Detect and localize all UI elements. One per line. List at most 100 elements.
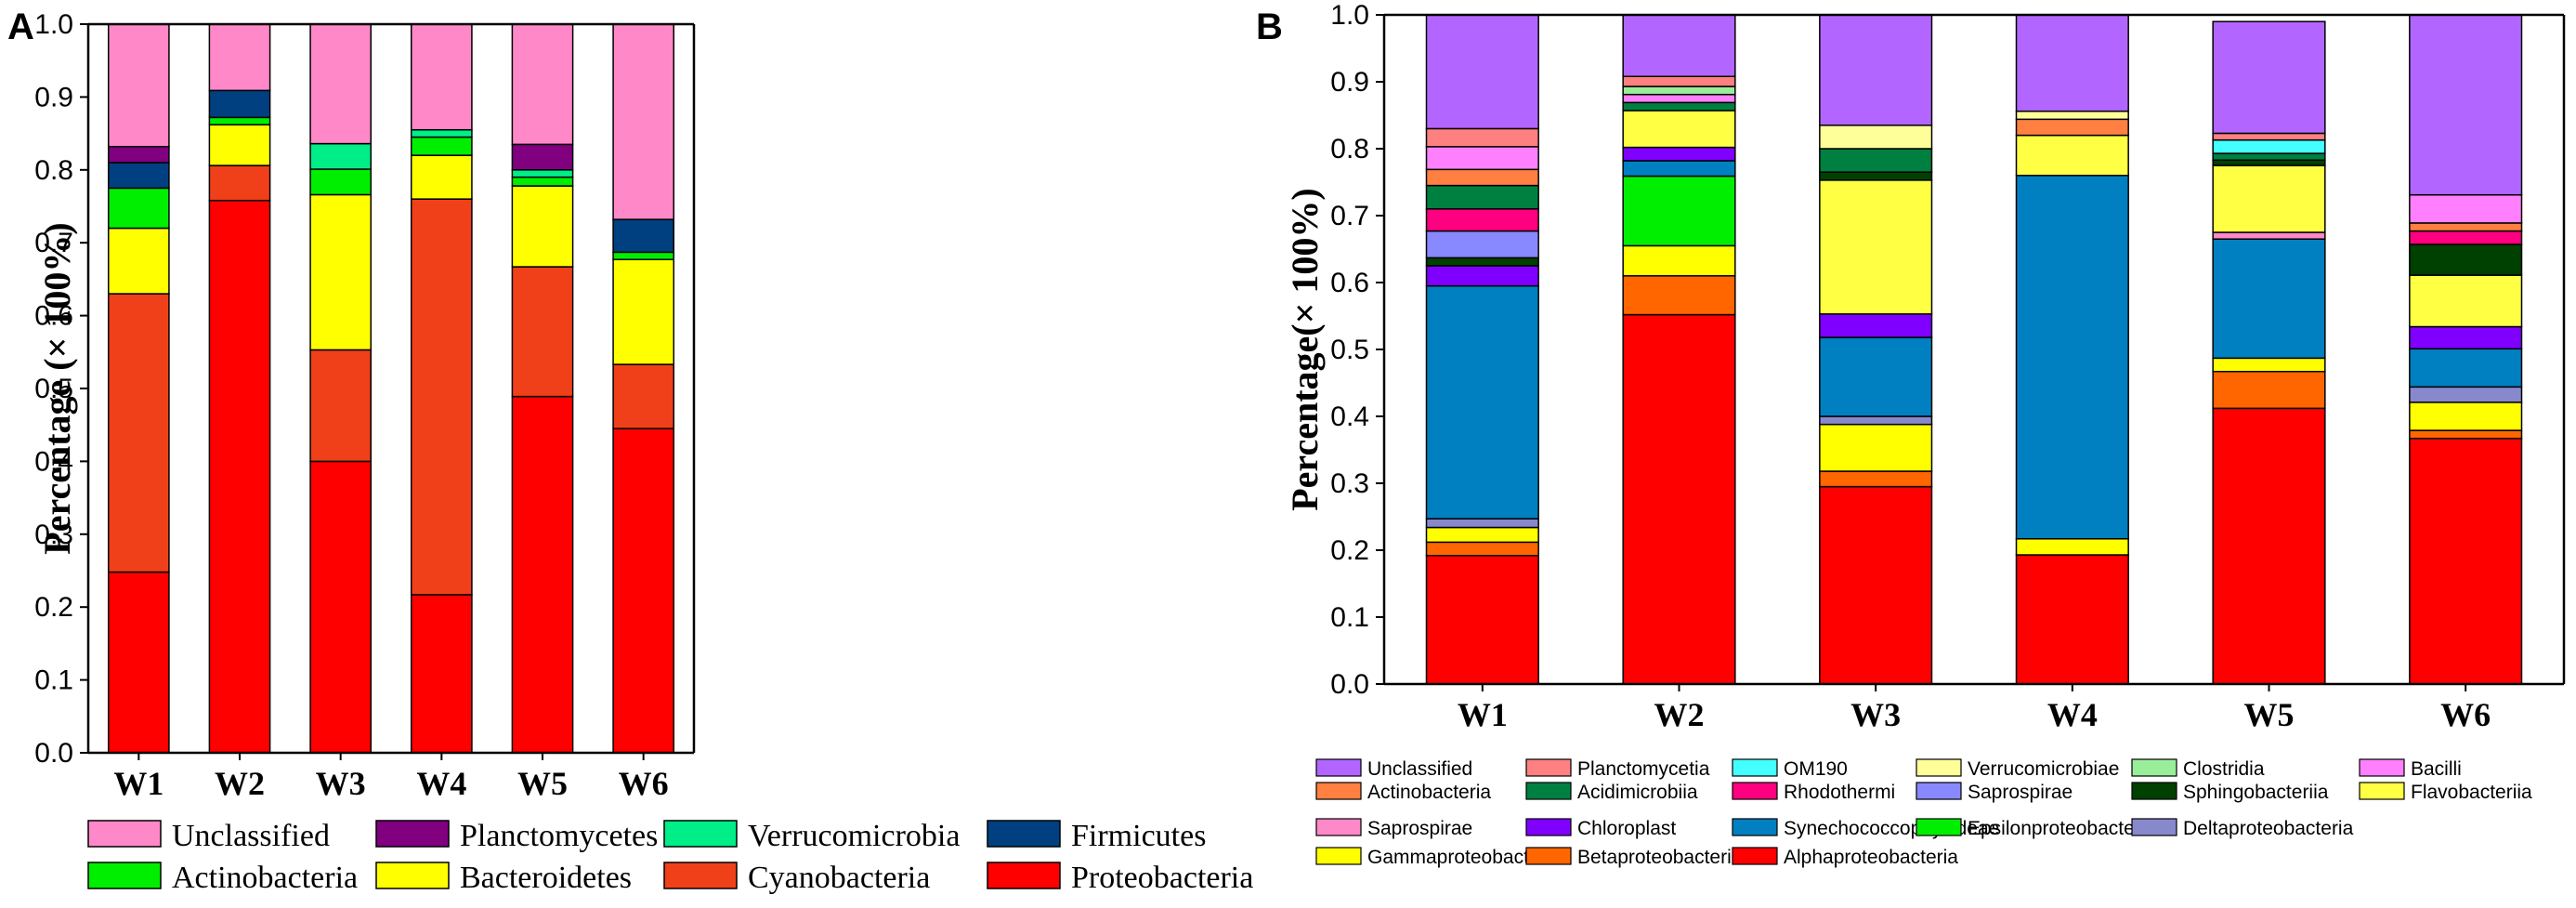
legend-b-label-gammaproteobacteria-3-0: Gammaproteobacteria xyxy=(1367,847,1562,868)
legend-b-swatch-planctomycetia-0-1 xyxy=(1525,758,1572,777)
chart-a-x-tick-w6: W6 xyxy=(619,765,669,802)
legend-b-swatch-verrucomicrobiae-0-3 xyxy=(1916,758,1962,777)
chart-a-y-tick-label: 1.0 xyxy=(34,9,73,40)
chart-b-bar-w3-unclassified-19 xyxy=(1819,14,1933,126)
chart-b-bar-w6-deltaproteobacteria-3 xyxy=(2409,386,2523,403)
chart-a-y-tick-label: 0.0 xyxy=(34,738,73,769)
chart-b-bar-w2-chloroplast-6 xyxy=(1622,146,1736,162)
chart-b-bar-w2-gammaproteobacteria-2 xyxy=(1622,244,1736,277)
chart-a-bar-w6-bacteroidetes-2 xyxy=(612,258,675,365)
chart-a-bar-w3-bacteroidetes-2 xyxy=(309,193,373,351)
chart-b-y-tick-label: 0.9 xyxy=(1330,67,1369,98)
legend-a-label-proteobacteria: Proteobacteria xyxy=(1071,861,1253,895)
legend-b-swatch-epsilonproteobacteria-2-3 xyxy=(1916,818,1962,836)
chart-a-y-tick-label: 0.5 xyxy=(34,374,73,404)
chart-b-bar-w1-deltaproteobacteria-3 xyxy=(1425,518,1539,529)
chart-b-bar-w4-alphaproteobacteria-0 xyxy=(2015,554,2129,685)
chart-b-x-tick-w1: W1 xyxy=(1458,696,1508,733)
chart-b-bar-w1-saprospirae-10 xyxy=(1425,230,1539,259)
legend-a-swatch-verrucomicrobia xyxy=(663,820,738,848)
chart-a-bar-w1-cyanobacteria-1 xyxy=(107,293,170,573)
chart-a-x-tick-w4: W4 xyxy=(416,765,466,802)
chart-b-bar-w6-gammaproteobacteria-2 xyxy=(2409,401,2523,431)
chart-b-bar-w6-unclassified-19 xyxy=(2409,14,2523,196)
chart-b-bar-w6-rhodothermi-11 xyxy=(2409,230,2523,245)
chart-b-bar-w5-om190-14 xyxy=(2212,138,2326,154)
legend-b-label-verrucomicrobiae-0-3: Verrucomicrobiae xyxy=(1968,758,2119,780)
chart-a-y-tick-label: 0.1 xyxy=(34,665,73,696)
chart-a-bar-w6-actinobacteria-3 xyxy=(612,251,675,260)
legend-a-label-bacteroidetes: Bacteroidetes xyxy=(460,861,632,895)
chart-b-y-tick-label: 0.6 xyxy=(1330,268,1369,298)
chart-b-y-tick-label: 0.2 xyxy=(1330,535,1369,566)
panel-b-label: B xyxy=(1256,7,1283,47)
chart-a-bar-w3-verrucomicrobia-5 xyxy=(309,142,373,170)
chart-b-bar-w1-acidimicrobiia-12 xyxy=(1425,184,1539,210)
legend-a-swatch-unclassified xyxy=(87,820,162,848)
chart-b-x-tick-w3: W3 xyxy=(1850,696,1901,733)
chart-b-bar-w3-betaproteobacteria-1 xyxy=(1819,470,1933,488)
chart-a-bar-w2-proteobacteria-0 xyxy=(208,199,271,754)
legend-a-label-firmicutes: Firmicutes xyxy=(1071,819,1206,853)
chart-a-bar-w2-firmicutes-4 xyxy=(208,89,271,119)
chart-b-bar-w3-flavobacteriia-8 xyxy=(1819,179,1933,315)
legend-b-label-epsilonproteobacteria-2-3: Epsilonproteobacteria xyxy=(1968,818,2156,839)
chart-b-bar-w4-flavobacteriia-8 xyxy=(2015,134,2129,177)
chart-b-bar-w5-acidimicrobiia-12 xyxy=(2212,152,2326,161)
chart-a-bar-w1-bacteroidetes-2 xyxy=(107,227,170,295)
legend-b-swatch-rhodothermi-1-2 xyxy=(1732,782,1778,800)
chart-b-bar-w1-synechococcophycideae-5 xyxy=(1425,284,1539,520)
chart-b-bar-w2-betaproteobacteria-1 xyxy=(1622,275,1736,316)
chart-a-bar-w2-bacteroidetes-2 xyxy=(208,124,271,166)
chart-a-x-tick-w2: W2 xyxy=(215,765,265,802)
legend-a-swatch-actinobacteria xyxy=(87,862,162,889)
chart-a-bar-w4-unclassified-7 xyxy=(410,23,473,131)
legend-b-label-deltaproteobacteria-2-4: Deltaproteobacteria xyxy=(2183,818,2354,839)
chart-b-bar-w5-alphaproteobacteria-0 xyxy=(2212,407,2326,685)
chart-b-bar-w6-bacilli-15 xyxy=(2409,193,2523,224)
legend-a-label-cyanobacteria: Cyanobacteria xyxy=(748,861,930,895)
chart-a-y-tick-label: 0.4 xyxy=(34,446,73,477)
chart-b-bar-w1-rhodothermi-11 xyxy=(1425,208,1539,232)
chart-b-bar-w2-alphaproteobacteria-0 xyxy=(1622,313,1736,685)
chart-b-bar-w4-actinobacteria-13 xyxy=(2015,118,2129,137)
chart-b-bar-w1-betaproteobacteria-1 xyxy=(1425,541,1539,557)
legend-b-swatch-chloroplast-2-1 xyxy=(1525,818,1572,836)
chart-b-y-tick-label: 0.7 xyxy=(1330,201,1369,231)
chart-b-y-tick-label: 0.4 xyxy=(1330,401,1369,432)
chart-a-bar-w4-verrucomicrobia-5 xyxy=(410,128,473,138)
legend-b-label-betaproteobacteria-3-1: Betaproteobacteria xyxy=(1577,847,1743,868)
chart-a-bar-w5-cyanobacteria-1 xyxy=(511,266,574,398)
chart-b-y-tick-label: 0.3 xyxy=(1330,468,1369,499)
legend-b-label-acidimicrobiia-1-1: Acidimicrobiia xyxy=(1577,782,1698,803)
chart-b-bar-w1-alphaproteobacteria-0 xyxy=(1425,555,1539,685)
chart-a-bar-w4-bacteroidetes-2 xyxy=(410,154,473,200)
chart-a-bar-w1-proteobacteria-0 xyxy=(107,571,170,754)
legend-b-label-planctomycetia-0-1: Planctomycetia xyxy=(1577,758,1710,780)
chart-a-bar-w1-planctomycetes-6 xyxy=(107,145,170,164)
chart-b-bar-w5-sphingobacteriia-9 xyxy=(2212,159,2326,166)
chart-b: W1 W2 W3 W4 W5 W6 0.0 0.1 0.2 0.3 0.4 0.5 0.6 0.7 0.8 0… xyxy=(1284,0,2566,868)
chart-b-bar-w2-flavobacteriia-8 xyxy=(1622,110,1736,149)
chart-b-y-tick-label: 0.0 xyxy=(1330,669,1369,700)
legend-b-label-unclassified-0-0: Unclassified xyxy=(1367,758,1472,780)
chart-a-y-tick-label: 0.9 xyxy=(34,82,73,112)
chart-b-bar-w1-bacilli-15 xyxy=(1425,146,1539,171)
chart-b-bar-w3-alphaproteobacteria-0 xyxy=(1819,485,1933,685)
chart-b-bar-w2-bacilli-15 xyxy=(1622,93,1736,104)
legend-b-swatch-bacilli-0-5 xyxy=(2359,758,2405,777)
chart-b-bar-w3-chloroplast-6 xyxy=(1819,313,1933,338)
legend-b-swatch-gammaproteobacteria-3-0 xyxy=(1315,847,1362,865)
legend-b-swatch-deltaproteobacteria-2-4 xyxy=(2131,818,2177,836)
legend-b-swatch-actinobacteria-1-0 xyxy=(1315,782,1362,800)
legend-b-label-bacilli-0-5: Bacilli xyxy=(2411,758,2462,780)
chart-b-bar-w2-acidimicrobiia-12 xyxy=(1622,101,1736,112)
chart-b-y-tick-label: 0.5 xyxy=(1330,335,1369,365)
legend-a-label-unclassified: Unclassified xyxy=(172,819,330,853)
legend-b-label-chloroplast-2-1: Chloroplast xyxy=(1577,818,1676,839)
chart-b-bar-w6-sphingobacteriia-9 xyxy=(2409,243,2523,276)
chart-b-bar-w6-alphaproteobacteria-0 xyxy=(2409,438,2523,685)
legend-b-swatch-flavobacteriia-1-5 xyxy=(2359,782,2405,800)
chart-b-bar-w6-betaproteobacteria-1 xyxy=(2409,429,2523,440)
legend-b-swatch-alphaproteobacteria-3-2 xyxy=(1732,847,1778,865)
